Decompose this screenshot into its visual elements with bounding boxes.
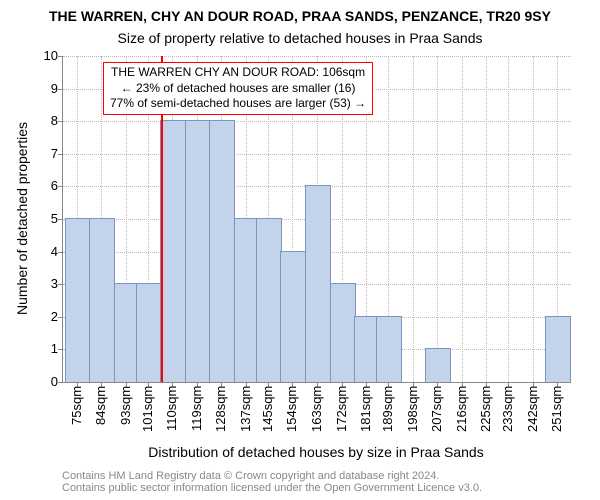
histogram-bar [545,316,571,382]
x-axis-label: Distribution of detached houses by size … [62,444,570,460]
y-tick-label: 10 [38,48,58,63]
y-tick-mark [58,89,63,90]
histogram-bar [305,185,331,382]
histogram-bar [256,218,282,382]
x-tick-label: 172sqm [335,386,348,440]
x-tick-label: 110sqm [165,386,178,440]
y-tick-mark [58,186,63,187]
x-tick-label: 145sqm [261,386,274,440]
histogram-bar [185,120,211,382]
gridline-v [533,56,534,382]
histogram-bar [136,283,162,382]
y-tick-mark [58,252,63,253]
y-tick-label: 8 [38,113,58,128]
y-tick-mark [58,382,63,383]
annotation-line2: ← 23% of detached houses are smaller (16… [110,81,366,97]
x-tick-label: 181sqm [359,386,372,440]
y-tick-label: 2 [38,309,58,324]
y-tick-mark [58,56,63,57]
histogram-bar [280,251,306,382]
chart-subtitle: Size of property relative to detached ho… [0,30,600,46]
y-tick-label: 9 [38,81,58,96]
x-tick-label: 101sqm [141,386,154,440]
x-tick-label: 251sqm [550,386,563,440]
footer-line1: Contains HM Land Registry data © Crown c… [62,470,482,482]
y-tick-mark [58,349,63,350]
y-axis-label: Number of detached properties [14,56,28,382]
footer-line2: Contains public sector information licen… [62,482,482,494]
annotation-line3: 77% of semi-detached houses are larger (… [110,96,366,112]
x-tick-label: 242sqm [526,386,539,440]
y-tick-mark [58,154,63,155]
x-tick-label: 225sqm [479,386,492,440]
y-tick-label: 0 [38,374,58,389]
x-tick-label: 163sqm [310,386,323,440]
chart-title: THE WARREN, CHY AN DOUR ROAD, PRAA SANDS… [0,8,600,24]
annotation-line1: THE WARREN CHY AN DOUR ROAD: 106sqm [110,65,366,81]
y-tick-mark [58,219,63,220]
y-tick-label: 7 [38,146,58,161]
plot-area: THE WARREN CHY AN DOUR ROAD: 106sqm← 23%… [62,56,571,383]
x-tick-label: 128sqm [214,386,227,440]
gridline-v [508,56,509,382]
y-tick-label: 5 [38,211,58,226]
histogram-bar [89,218,115,382]
x-tick-label: 137sqm [239,386,252,440]
footer-attribution: Contains HM Land Registry data © Crown c… [62,470,482,494]
histogram-bar [209,120,235,382]
gridline-v [462,56,463,382]
x-tick-label: 189sqm [381,386,394,440]
histogram-bar [330,283,356,382]
y-tick-mark [58,121,63,122]
x-tick-label: 233sqm [501,386,514,440]
histogram-bar [65,218,91,382]
y-tick-label: 4 [38,244,58,259]
gridline-v [437,56,438,382]
x-tick-label: 84sqm [94,386,107,440]
y-tick-mark [58,284,63,285]
y-tick-mark [58,317,63,318]
x-tick-label: 216sqm [455,386,468,440]
x-tick-label: 198sqm [406,386,419,440]
x-tick-label: 154sqm [285,386,298,440]
x-tick-label: 93sqm [119,386,132,440]
y-tick-label: 6 [38,178,58,193]
x-tick-label: 75sqm [70,386,83,440]
histogram-bar [376,316,402,382]
histogram-bar [425,348,451,382]
x-tick-label: 119sqm [190,386,203,440]
y-tick-label: 1 [38,341,58,356]
y-tick-label: 3 [38,276,58,291]
annotation-box: THE WARREN CHY AN DOUR ROAD: 106sqm← 23%… [103,62,373,115]
histogram-bar [160,120,186,382]
gridline-v [486,56,487,382]
gridline-v [413,56,414,382]
x-tick-label: 207sqm [430,386,443,440]
